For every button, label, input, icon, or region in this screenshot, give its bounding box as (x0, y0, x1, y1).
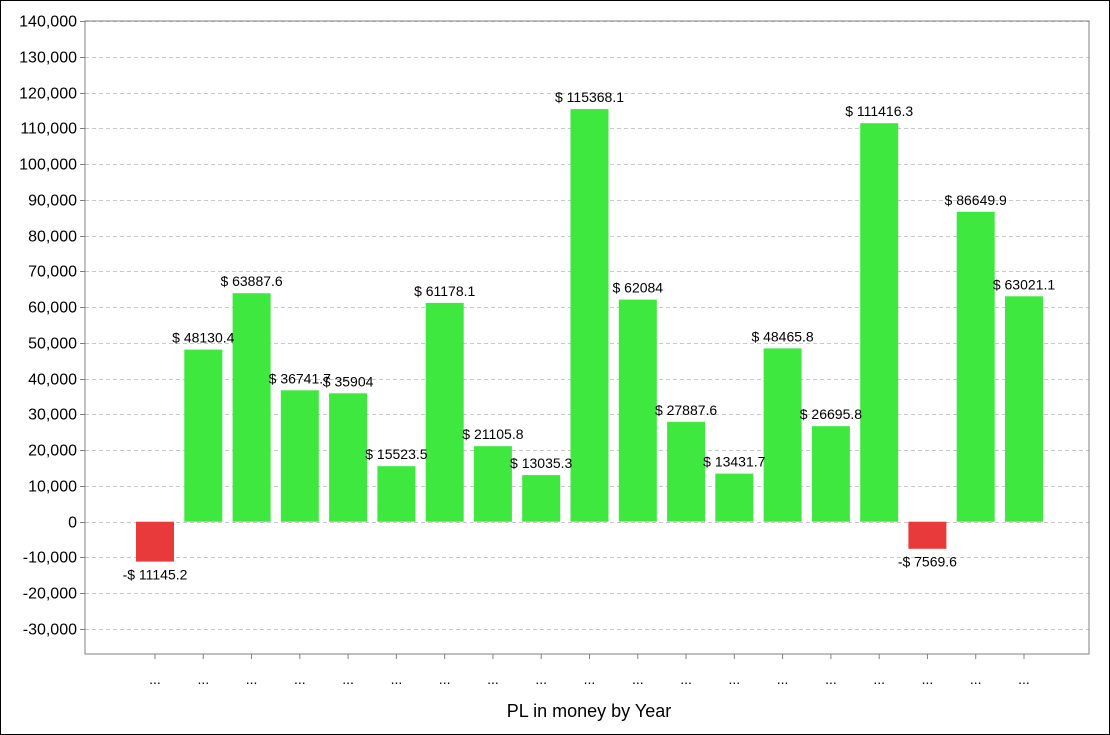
bar (618, 299, 657, 522)
y-tick-label: -30,000 (23, 622, 77, 639)
x-tick-label: ... (197, 671, 209, 687)
bar (715, 473, 754, 522)
x-tick-label: ... (487, 671, 499, 687)
bar (473, 446, 512, 522)
bar (329, 393, 368, 522)
y-tick-label: 70,000 (28, 264, 77, 281)
bar (425, 302, 464, 522)
bar (956, 211, 995, 522)
data-label: $ 35904 (323, 373, 374, 389)
x-tick-label: ... (728, 671, 740, 687)
bar (763, 348, 802, 522)
y-tick-label: 110,000 (20, 121, 77, 138)
bar (184, 349, 223, 522)
x-tick-label: ... (584, 671, 596, 687)
y-tick-label: 50,000 (28, 336, 77, 353)
bar-layer (136, 109, 1043, 562)
axis-layer: 140,000 130,000 120,000 110,000 100,000 90,00… (19, 14, 1090, 687)
bar (908, 521, 947, 549)
bar (377, 466, 416, 522)
y-tick-label: 30,000 (28, 407, 77, 424)
y-tick-label: 140,000 (19, 14, 77, 31)
bar (1005, 296, 1043, 522)
y-tick-label: 0 (68, 515, 77, 532)
data-label: $ 48465.8 (751, 328, 813, 344)
x-tick-label: ... (777, 671, 789, 687)
bar (136, 521, 174, 562)
data-label: $ 21105.8 (462, 426, 523, 442)
data-label: $ 26695.8 (800, 406, 862, 422)
x-tick-label: ... (149, 671, 161, 687)
data-label: $ 63887.6 (220, 273, 282, 289)
x-tick-label: ... (535, 671, 547, 687)
x-axis-title: PL in money by Year (507, 701, 671, 721)
bar (860, 123, 899, 522)
y-tick-label: 100,000 (19, 157, 77, 174)
x-tick-label: ... (294, 671, 306, 687)
x-tick-label: ... (439, 671, 451, 687)
plot-area (84, 20, 1090, 655)
data-label: $ 27887.6 (655, 402, 717, 418)
y-tick-label: 90,000 (28, 193, 77, 210)
x-tick-label: ... (873, 671, 885, 687)
y-tick-label: 60,000 (28, 300, 77, 317)
y-tick-label: -10,000 (23, 550, 77, 567)
bar (667, 421, 706, 522)
y-tick-label: 20,000 (28, 443, 77, 460)
y-tick-label: 10,000 (28, 479, 77, 496)
grid-layer (85, 21, 1089, 630)
data-label: $ 111416.3 (845, 103, 913, 119)
x-tick-label: ... (632, 671, 644, 687)
bar (232, 293, 271, 522)
x-tick-label: ... (825, 671, 837, 687)
bar (522, 475, 561, 522)
x-tick-label: ... (970, 671, 982, 687)
data-label: $ 63021.1 (993, 276, 1055, 292)
data-label: $ 61178.1 (414, 283, 475, 299)
y-tick-label: -20,000 (23, 586, 77, 603)
label-layer: -$ 11145.2 $ 48130.4 $ 63887.6 $ 36741.7$ 3… (123, 89, 1056, 582)
data-label: $ 36741.7 (269, 370, 331, 386)
x-tick-label: ... (922, 671, 934, 687)
y-tick-label: 80,000 (28, 229, 77, 246)
x-tick-label: ... (246, 671, 258, 687)
data-label: $ 15523.5 (365, 446, 427, 462)
x-tick-label: ... (1018, 671, 1030, 687)
data-label: $ 13431.7 (703, 454, 765, 470)
y-tick-label: 130,000 (19, 50, 77, 67)
y-tick-label: 40,000 (28, 372, 77, 389)
data-label: -$ 7569.6 (898, 554, 957, 570)
bar (811, 426, 850, 522)
y-tick-label: 120,000 (19, 86, 77, 103)
data-label: $ 62084 (612, 280, 663, 296)
data-label: $ 48130.4 (172, 330, 234, 346)
data-label: $ 86649.9 (945, 192, 1007, 208)
data-label: $ 115368.1 (555, 89, 624, 105)
x-tick-label: ... (391, 671, 403, 687)
x-tick-label: ... (342, 671, 354, 687)
data-label: -$ 11145.2 (123, 567, 188, 583)
x-tick-label: ... (680, 671, 692, 687)
bar (280, 390, 319, 522)
bar (570, 109, 609, 522)
data-label: $ 13035.3 (510, 455, 572, 471)
